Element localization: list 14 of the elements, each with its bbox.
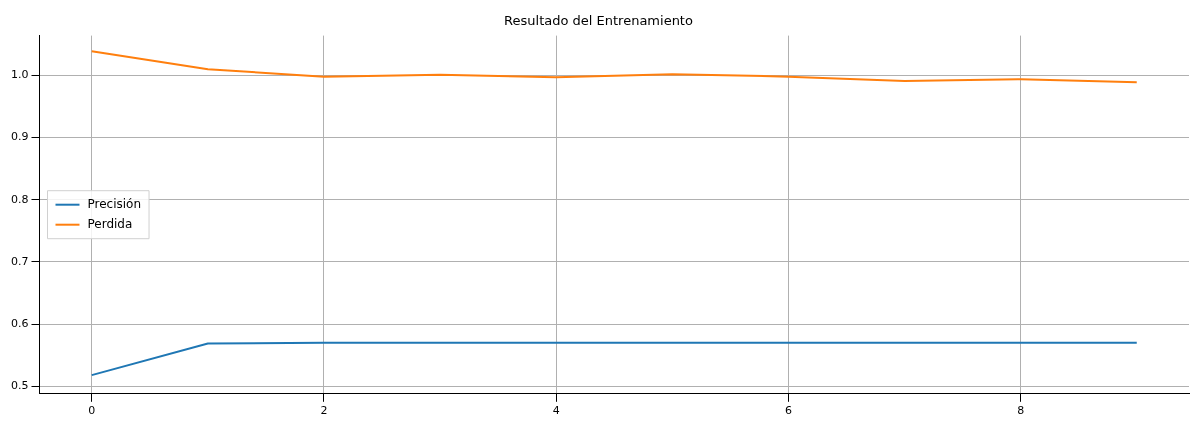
x-tick-label: 0 xyxy=(88,404,96,418)
y-tick-label: 0.7 xyxy=(10,254,29,268)
x-tick-label: 2 xyxy=(320,404,328,418)
x-tick-label: 6 xyxy=(784,404,792,418)
chart-title: Resultado del Entrenamiento xyxy=(504,13,693,29)
legend-label: Perdida xyxy=(87,216,133,231)
y-tick-label: 0.8 xyxy=(10,192,29,206)
y-tick-label: 0.6 xyxy=(10,317,29,331)
y-tick-label: 1.0 xyxy=(10,68,29,82)
y-tick-label: 0.9 xyxy=(10,130,29,144)
y-tick-label: 0.5 xyxy=(10,379,29,393)
x-tick-label: 4 xyxy=(552,404,560,418)
x-tick-label: 8 xyxy=(1017,404,1025,418)
legend-label: Precisión xyxy=(87,196,142,211)
